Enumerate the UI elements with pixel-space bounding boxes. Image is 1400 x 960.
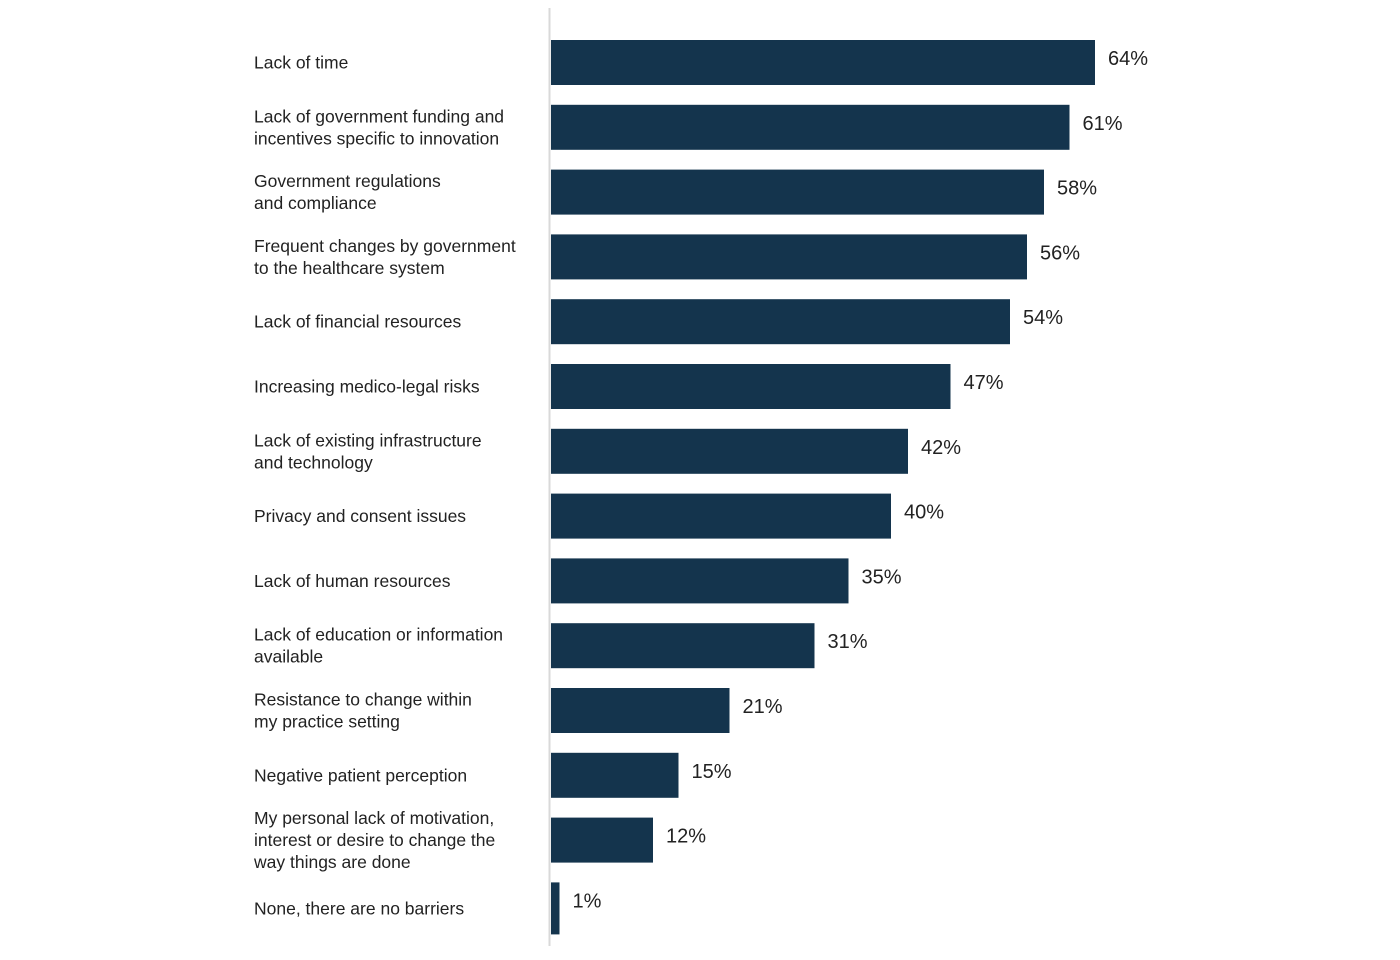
category-label-line: Lack of government funding and	[254, 106, 504, 126]
category-label-line: interest or desire to change the	[254, 830, 495, 850]
category-label: Government regulations and compliance	[254, 171, 441, 213]
data-label: 56%	[1040, 242, 1080, 264]
data-label: 31%	[828, 631, 868, 653]
data-label: 1%	[573, 890, 602, 912]
category-label-line: Lack of time	[254, 53, 348, 73]
category-label: Resistance to change within my practice s…	[254, 690, 472, 732]
category-label-line: and technology	[254, 452, 373, 472]
bar	[551, 817, 653, 863]
category-label: Privacy and consent issues	[254, 506, 466, 526]
category-label-line: Lack of existing infrastructure	[254, 430, 482, 450]
category-label: Lack of existing infrastructure and techn…	[254, 430, 482, 472]
bar	[551, 40, 1095, 85]
bar	[551, 234, 1027, 280]
category-label-line: to the healthcare system	[254, 258, 445, 278]
category-label-line: Frequent changes by government	[254, 236, 516, 256]
data-label: 54%	[1023, 307, 1063, 329]
category-label-line: Increasing medico-legal risks	[254, 377, 480, 397]
data-label: 42%	[921, 437, 961, 459]
data-label: 58%	[1057, 178, 1097, 200]
data-label: 61%	[1083, 113, 1123, 135]
data-label: 64%	[1108, 48, 1148, 70]
category-label: Negative patient perception	[254, 765, 467, 785]
bar	[551, 428, 908, 474]
category-label: My personal lack of motivation, interest …	[253, 808, 495, 872]
data-label: 15%	[692, 761, 732, 783]
category-label-line: incentives specific to innovation	[254, 128, 499, 148]
category-label-line: Lack of education or information	[254, 625, 503, 645]
category-label-line: and compliance	[254, 193, 377, 213]
category-label-line: Lack of financial resources	[254, 312, 461, 332]
category-label: Lack of education or information availabl…	[254, 625, 503, 667]
category-label: Increasing medico-legal risks	[254, 377, 480, 397]
category-label: Lack of time	[254, 53, 348, 73]
category-label: Lack of human resources	[254, 571, 451, 591]
category-label: Lack of financial resources	[254, 312, 461, 332]
category-label-line: Government regulations	[254, 171, 441, 191]
bar	[551, 558, 849, 604]
data-label: 40%	[904, 502, 944, 524]
category-label-line: way things are done	[253, 852, 411, 872]
data-label: 47%	[964, 372, 1004, 394]
bar	[551, 882, 560, 935]
bar	[551, 299, 1010, 345]
category-label-line: My personal lack of motivation,	[254, 808, 494, 828]
bar	[551, 688, 730, 733]
bar	[551, 104, 1070, 150]
category-label-line: Lack of human resources	[254, 571, 451, 591]
category-label-line: Negative patient perception	[254, 765, 467, 785]
category-label: None, there are no barriers	[254, 898, 464, 918]
category-label-line: Privacy and consent issues	[254, 506, 466, 526]
bar	[551, 364, 951, 409]
category-label: Frequent changes by government to the hea…	[254, 236, 516, 278]
bars-group: 64% Lack of time 61% Lack of government fun…	[253, 40, 1148, 935]
bar	[551, 752, 679, 798]
data-label: 21%	[743, 696, 783, 718]
category-label-line: my practice setting	[254, 712, 400, 732]
bar	[551, 493, 891, 539]
bar	[551, 623, 815, 669]
data-label: 35%	[862, 566, 902, 588]
category-label: Lack of government funding and incentives…	[254, 106, 504, 148]
data-label: 12%	[666, 826, 706, 848]
category-label-line: Resistance to change within	[254, 690, 472, 710]
bar	[551, 169, 1044, 215]
category-label-line: available	[254, 647, 323, 667]
category-label-line: None, there are no barriers	[254, 898, 464, 918]
